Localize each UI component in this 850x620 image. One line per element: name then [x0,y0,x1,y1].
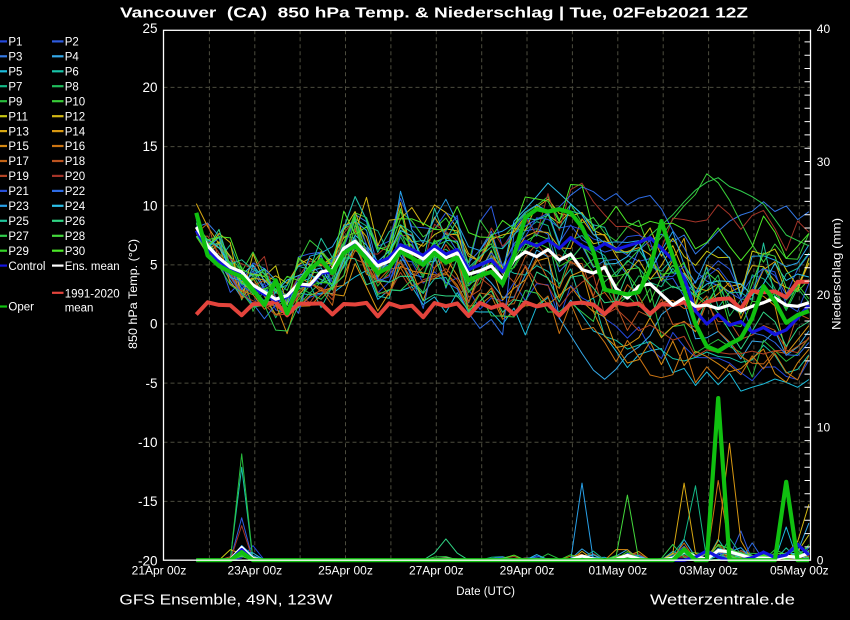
svg-text:P6: P6 [65,67,79,79]
svg-text:0: 0 [817,554,824,568]
svg-text:Control: Control [8,261,45,273]
svg-text:27Apr 00z: 27Apr 00z [409,564,464,578]
svg-text:Niederschlag (mm): Niederschlag (mm) [830,218,844,330]
svg-text:40: 40 [817,22,831,36]
svg-text:10: 10 [142,198,157,213]
svg-text:P26: P26 [65,216,85,228]
svg-text:1991-2020: 1991-2020 [65,288,120,300]
svg-text:P14: P14 [65,126,86,138]
svg-text:mean: mean [65,303,94,315]
svg-text:P5: P5 [8,67,22,79]
svg-text:15: 15 [142,139,157,154]
svg-text:P27: P27 [8,231,28,243]
svg-text:P22: P22 [65,186,85,198]
svg-text:5: 5 [150,258,158,273]
svg-text:05May 00z: 05May 00z [770,564,829,578]
svg-text:P11: P11 [8,111,28,123]
svg-text:10: 10 [817,421,831,435]
svg-text:Vancouver (CA) 850 hPa Temp.: Vancouver (CA) 850 hPa Temp. & Niedersch… [120,5,748,22]
svg-text:30: 30 [817,155,831,169]
svg-text:P9: P9 [8,96,22,108]
svg-text:P30: P30 [65,246,85,258]
svg-text:-15: -15 [138,494,158,509]
svg-text:-5: -5 [145,376,157,391]
svg-text:25: 25 [142,21,157,36]
svg-text:Date (UTC): Date (UTC) [456,586,515,598]
svg-text:P1: P1 [8,37,22,49]
svg-text:P7: P7 [8,82,22,94]
svg-text:P24: P24 [65,201,86,213]
svg-text:P2: P2 [65,37,79,49]
svg-text:P16: P16 [65,141,85,153]
svg-text:23Apr 00z: 23Apr 00z [227,564,282,578]
svg-text:21Apr 00z: 21Apr 00z [132,564,187,578]
svg-text:-10: -10 [138,435,158,450]
svg-text:P12: P12 [65,111,85,123]
svg-text:P13: P13 [8,126,28,138]
svg-text:P17: P17 [8,156,28,168]
svg-text:850 hPa Temp. (°C): 850 hPa Temp. (°C) [126,239,140,349]
svg-text:29Apr 00z: 29Apr 00z [500,564,555,578]
svg-text:Oper: Oper [8,302,34,314]
svg-text:P10: P10 [65,96,85,108]
svg-text:P19: P19 [8,171,28,183]
svg-text:P20: P20 [65,171,85,183]
svg-text:P3: P3 [8,52,22,64]
svg-text:25Apr 00z: 25Apr 00z [318,564,373,578]
svg-text:P4: P4 [65,52,80,64]
svg-text:03May 00z: 03May 00z [679,564,738,578]
svg-text:P23: P23 [8,201,28,213]
svg-text:20: 20 [142,80,157,95]
svg-text:0: 0 [150,317,158,332]
svg-text:P28: P28 [65,231,85,243]
svg-text:P25: P25 [8,216,28,228]
svg-text:Wetterzentrale.de: Wetterzentrale.de [650,592,795,609]
svg-text:P21: P21 [8,186,28,198]
svg-text:P18: P18 [65,156,85,168]
svg-text:Ens. mean: Ens. mean [65,261,120,273]
svg-text:P29: P29 [8,246,28,258]
svg-text:01May 00z: 01May 00z [588,564,647,578]
svg-text:GFS Ensemble, 49N, 123W: GFS Ensemble, 49N, 123W [119,592,333,609]
svg-text:P15: P15 [8,141,28,153]
svg-text:P8: P8 [65,82,79,94]
svg-text:-20: -20 [138,553,158,568]
svg-text:20: 20 [817,288,831,302]
